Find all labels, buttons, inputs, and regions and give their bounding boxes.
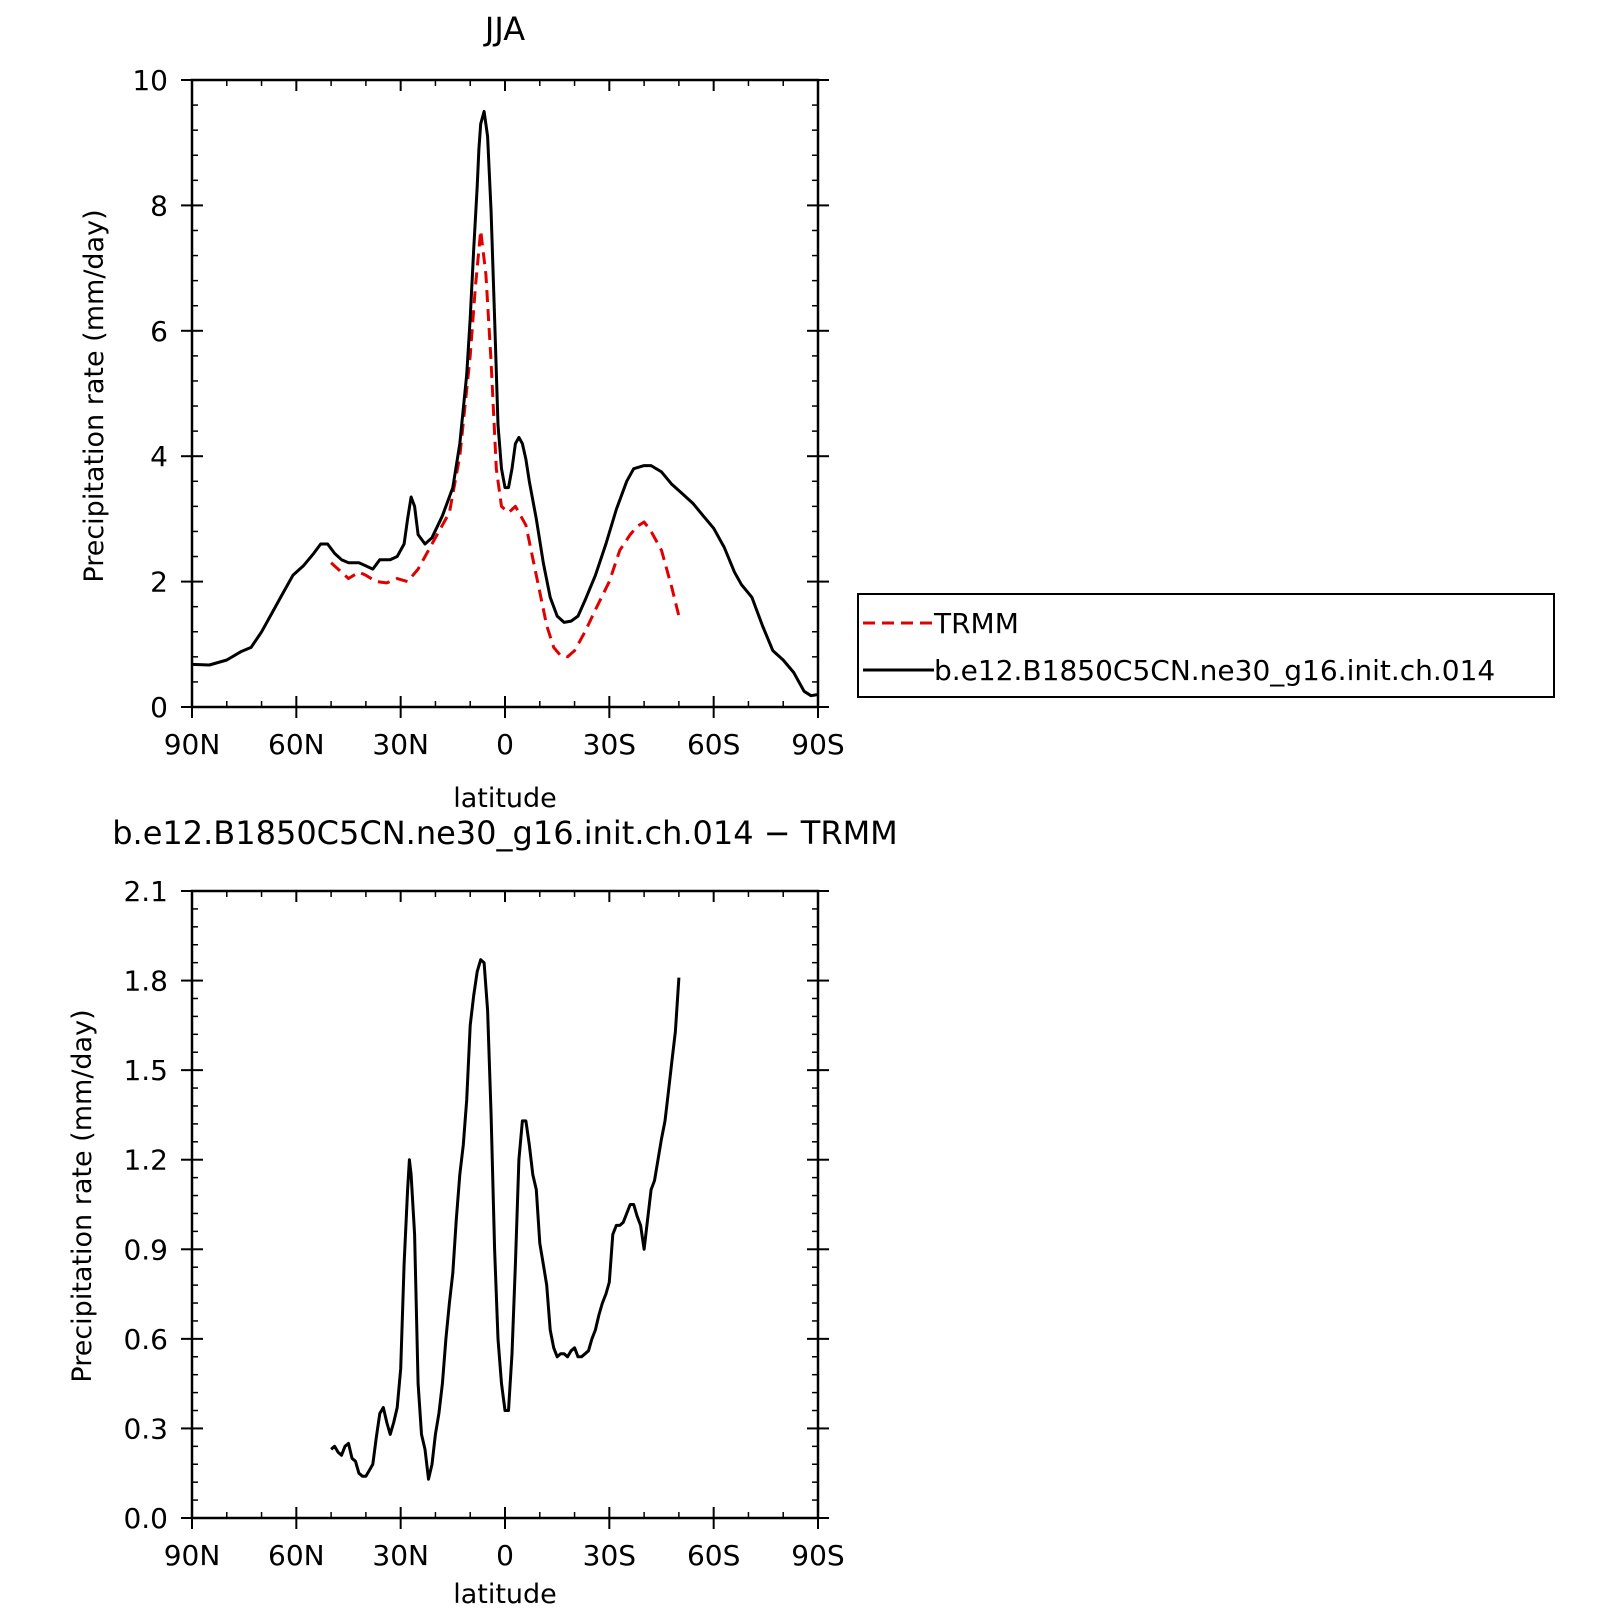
y-tick-label: 1.2	[123, 1144, 168, 1177]
x-tick-label: 30S	[583, 728, 636, 761]
x-tick-label: 0	[496, 728, 514, 761]
x-tick-label: 90S	[791, 728, 844, 761]
bottom-chart-frame	[190, 889, 820, 1520]
y-tick-label: 0.6	[123, 1323, 168, 1356]
legend: TRMM b.e12.B1850C5CN.ne30_g16.init.ch.01…	[857, 593, 1555, 698]
y-tick-label: 0.3	[123, 1412, 168, 1445]
y-tick-label: 0.0	[123, 1502, 168, 1535]
top-chart-title: JJA	[483, 10, 525, 48]
x-tick-label: 90S	[791, 1539, 844, 1572]
top-chart-frame	[190, 78, 820, 709]
y-tick-label: 4	[150, 440, 168, 473]
bottom-chart-series	[330, 958, 681, 1481]
bottom-chart-title: b.e12.B1850C5CN.ne30_g16.init.ch.014 − T…	[112, 814, 898, 852]
x-tick-label: 30N	[372, 728, 429, 761]
x-tick-label: 60S	[687, 1539, 740, 1572]
series-line-0-0	[330, 229, 681, 659]
y-tick-label: 0.9	[123, 1233, 168, 1266]
bottom-chart-ylabel: Precipitation rate (mm/day)	[67, 1009, 98, 1382]
y-tick-label: 6	[150, 315, 168, 348]
y-tick-label: 0	[150, 691, 168, 724]
bottom-chart-xlabel: latitude	[453, 1579, 557, 1608]
y-tick-label: 2	[150, 566, 168, 599]
x-tick-label: 30N	[372, 1539, 429, 1572]
y-tick-label: 1.8	[123, 965, 168, 998]
series-line-1-0	[330, 958, 681, 1481]
x-tick-label: 60S	[687, 728, 740, 761]
x-tick-label: 60N	[268, 728, 325, 761]
legend-label-model: b.e12.B1850C5CN.ne30_g16.init.ch.014	[934, 654, 1495, 687]
x-tick-label: 90N	[164, 728, 221, 761]
y-tick-label: 2.1	[123, 875, 168, 908]
series-line-0-1	[191, 109, 819, 698]
x-tick-label: 0	[496, 1539, 514, 1572]
top-chart-series	[191, 109, 819, 698]
top-chart-ylabel: Precipitation rate (mm/day)	[79, 209, 110, 582]
x-tick-label: 60N	[268, 1539, 325, 1572]
top-chart: JJA latitude Precipitation rate (mm/day)…	[79, 10, 845, 814]
top-chart-xlabel: latitude	[453, 783, 557, 814]
bottom-chart-ticks: 90N 60N 30N 0 30S 60S 90S 0.0 0.3 0.6 0.9 1.2 1.5 1.8…	[123, 875, 844, 1572]
y-tick-label: 10	[132, 64, 168, 97]
x-tick-label: 90N	[164, 1539, 221, 1572]
y-tick-label: 1.5	[123, 1054, 168, 1087]
y-tick-label: 8	[150, 189, 168, 222]
legend-label-trmm: TRMM	[933, 607, 1019, 640]
x-tick-label: 30S	[583, 1539, 636, 1572]
bottom-chart: b.e12.B1850C5CN.ne30_g16.init.ch.014 − T…	[67, 814, 898, 1608]
legend-box	[857, 593, 1555, 698]
